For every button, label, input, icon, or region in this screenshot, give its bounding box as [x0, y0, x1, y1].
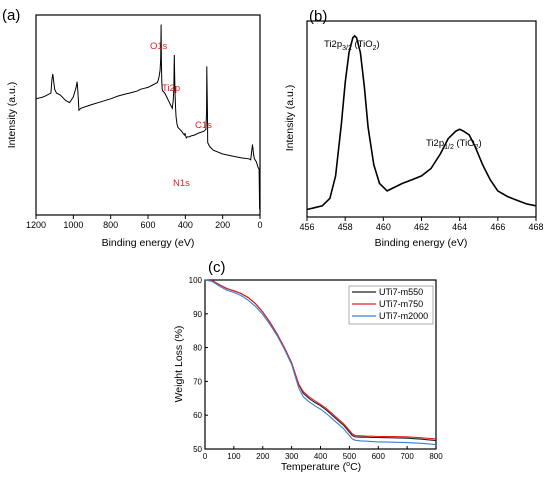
chart-c-x-ticks: 0 100 200 300 400 500 600 700 800: [203, 446, 443, 461]
chart-a-tick-label: 0: [257, 220, 262, 230]
chart-c-xtick-label: 200: [256, 452, 270, 461]
chart-b-xlabel: Binding energy (eV): [375, 237, 468, 249]
chart-a-xlabel: Binding energy (eV): [102, 237, 195, 249]
annotation-ti2p: Ti2p: [162, 83, 180, 94]
panel-label-c: (c): [208, 259, 226, 276]
chart-c-series-line-1: [204, 279, 437, 440]
annotation-n1s: N1s: [173, 178, 190, 189]
chart-b-x-ticks: 456 458 460 462 464 466 468: [299, 217, 544, 232]
chart-a-tick-label: 200: [215, 220, 230, 230]
legend-label-m550: UTi7-m550: [379, 287, 423, 297]
chart-b-tick-label: 468: [528, 222, 543, 232]
legend-label-m2000: UTi7-m2000: [379, 311, 428, 321]
panel-label-a: (a): [2, 7, 20, 24]
panel-label-b: (b): [309, 8, 327, 25]
chart-c-xtick-label: 0: [203, 452, 208, 461]
chart-a: 1200 1000 800 600 400 200 0 Binding energy (eV…: [6, 14, 263, 249]
chart-c-legend: UTi7-m550 UTi7-m750 UTi7-m2000: [348, 285, 434, 325]
annotation-ti2p32: Ti2p3/2 (TiO2): [324, 39, 380, 52]
chart-c-y-ticks: 50 60 70 80 90 100: [189, 276, 208, 454]
chart-a-x-ticks: 1200 1000 800 600 400 200 0: [26, 215, 263, 230]
chart-c-xtick-label: 500: [343, 452, 357, 461]
chart-c-ytick-label: 80: [193, 344, 202, 353]
chart-c-xlabel: Temperature (oC): [281, 461, 361, 473]
chart-c-xtick-label: 600: [372, 452, 386, 461]
chart-c-series-line-2: [204, 279, 437, 446]
chart-c-ytick-label: 50: [193, 445, 202, 454]
chart-c-ytick-label: 70: [193, 377, 202, 386]
chart-c-xtick-label: 300: [285, 452, 299, 461]
annotation-c1s: C1s: [195, 120, 212, 131]
chart-a-tick-label: 1200: [26, 220, 46, 230]
annotation-ti2p12: Ti2p1/2 (TiO2): [426, 138, 482, 151]
chart-c-ytick-label: 90: [193, 310, 202, 319]
annotation-o1s: O1s: [150, 41, 168, 52]
chart-a-ylabel: Intensity (a.u.): [6, 82, 18, 149]
chart-a-frame: [35, 14, 261, 216]
chart-a-series-line: [35, 24, 261, 210]
chart-c-ylabel: Weight Loss (%): [173, 326, 185, 403]
chart-b: 456 458 460 462 464 466 468 Binding energy (eV…: [284, 20, 544, 249]
chart-c-xtick-label: 400: [314, 452, 328, 461]
chart-b-tick-label: 462: [414, 222, 429, 232]
chart-c-ytick-label: 60: [193, 411, 202, 420]
chart-c-xtick-label: 700: [400, 452, 414, 461]
chart-b-tick-label: 460: [376, 222, 391, 232]
chart-c-series: [204, 279, 437, 446]
chart-b-series-line: [306, 34, 537, 211]
chart-a-tick-label: 400: [178, 220, 193, 230]
chart-a-tick-label: 600: [140, 220, 155, 230]
chart-c: 0 100 200 300 400 500 600 700 800 5060708090100 …: [173, 276, 443, 473]
chart-b-tick-label: 458: [338, 222, 353, 232]
chart-b-tick-label: 456: [299, 222, 314, 232]
chart-c-xtick-label: 800: [429, 452, 443, 461]
legend-label-m750: UTi7-m750: [379, 299, 423, 309]
chart-b-ylabel: Intensity (a.u.): [284, 85, 296, 152]
chart-b-tick-label: 464: [452, 222, 467, 232]
chart-a-tick-label: 1000: [63, 220, 83, 230]
chart-a-tick-label: 800: [103, 220, 118, 230]
chart-c-ytick-label: 100: [189, 276, 203, 285]
chart-b-tick-label: 466: [490, 222, 505, 232]
chart-c-xtick-label: 100: [227, 452, 241, 461]
